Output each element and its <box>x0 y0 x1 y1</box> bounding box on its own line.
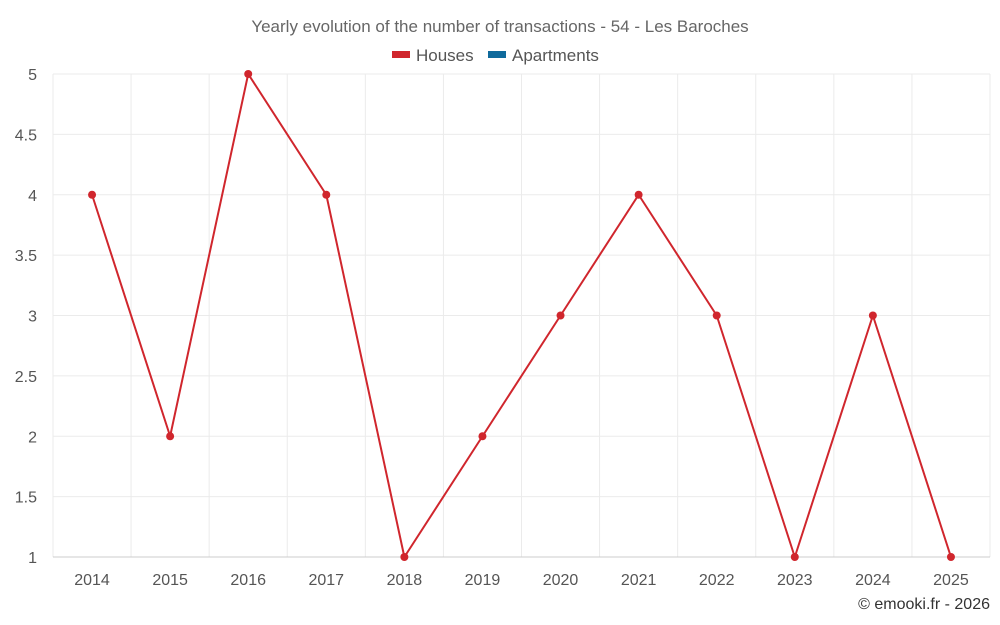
chart-title: Yearly evolution of the number of transa… <box>251 17 748 36</box>
y-tick-label: 1 <box>28 550 37 567</box>
legend-label-apartments: Apartments <box>512 46 599 65</box>
y-tick-label: 3 <box>28 309 37 326</box>
gridlines <box>52 73 991 558</box>
x-tick-label: 2020 <box>543 572 579 589</box>
data-point[interactable] <box>244 70 253 78</box>
x-tick-label: 2022 <box>699 572 735 589</box>
series-houses <box>88 70 955 561</box>
legend-label-houses: Houses <box>416 46 474 65</box>
data-point[interactable] <box>868 311 877 320</box>
x-axis-ticks: 2014 2015 2016 2017 2018 2019 2020 2021 2022 2023… <box>74 572 969 589</box>
x-tick-label: 2025 <box>933 572 969 589</box>
x-tick-label: 2019 <box>465 572 501 589</box>
legend-swatch-apartments <box>488 51 506 58</box>
y-tick-label: 2.5 <box>15 369 37 386</box>
x-tick-label: 2015 <box>152 572 188 589</box>
x-tick-label: 2021 <box>621 572 657 589</box>
data-point[interactable] <box>790 553 799 561</box>
legend-item-apartments[interactable]: Apartments <box>488 46 599 65</box>
data-point[interactable] <box>946 553 955 561</box>
y-tick-label: 4 <box>28 188 37 205</box>
x-tick-label: 2024 <box>855 572 891 589</box>
y-tick-label: 5 <box>28 67 37 84</box>
data-point[interactable] <box>166 432 175 441</box>
data-point[interactable] <box>400 553 409 561</box>
data-point[interactable] <box>478 432 487 441</box>
x-tick-label: 2018 <box>387 572 423 589</box>
x-tick-label: 2016 <box>230 572 266 589</box>
credit-text: © emooki.fr - 2026 <box>858 596 990 613</box>
x-tick-label: 2017 <box>308 572 344 589</box>
series-line-houses <box>91 73 952 558</box>
data-point[interactable] <box>88 190 97 199</box>
data-point[interactable] <box>634 190 643 199</box>
legend: Houses Apartments <box>392 46 599 65</box>
y-tick-label: 2 <box>28 429 37 446</box>
y-tick-label: 1.5 <box>15 490 37 507</box>
y-tick-label: 4.5 <box>15 127 37 144</box>
data-point[interactable] <box>556 311 565 320</box>
legend-item-houses[interactable]: Houses <box>392 46 474 65</box>
data-point[interactable] <box>322 190 331 199</box>
y-axis-ticks: 1 1.5 2 2.5 3 3.5 4 4.5 5 <box>15 67 37 567</box>
legend-swatch-houses <box>392 51 410 58</box>
data-point[interactable] <box>712 311 721 320</box>
y-tick-label: 3.5 <box>15 248 37 265</box>
x-tick-label: 2023 <box>777 572 813 589</box>
x-tick-label: 2014 <box>74 572 110 589</box>
